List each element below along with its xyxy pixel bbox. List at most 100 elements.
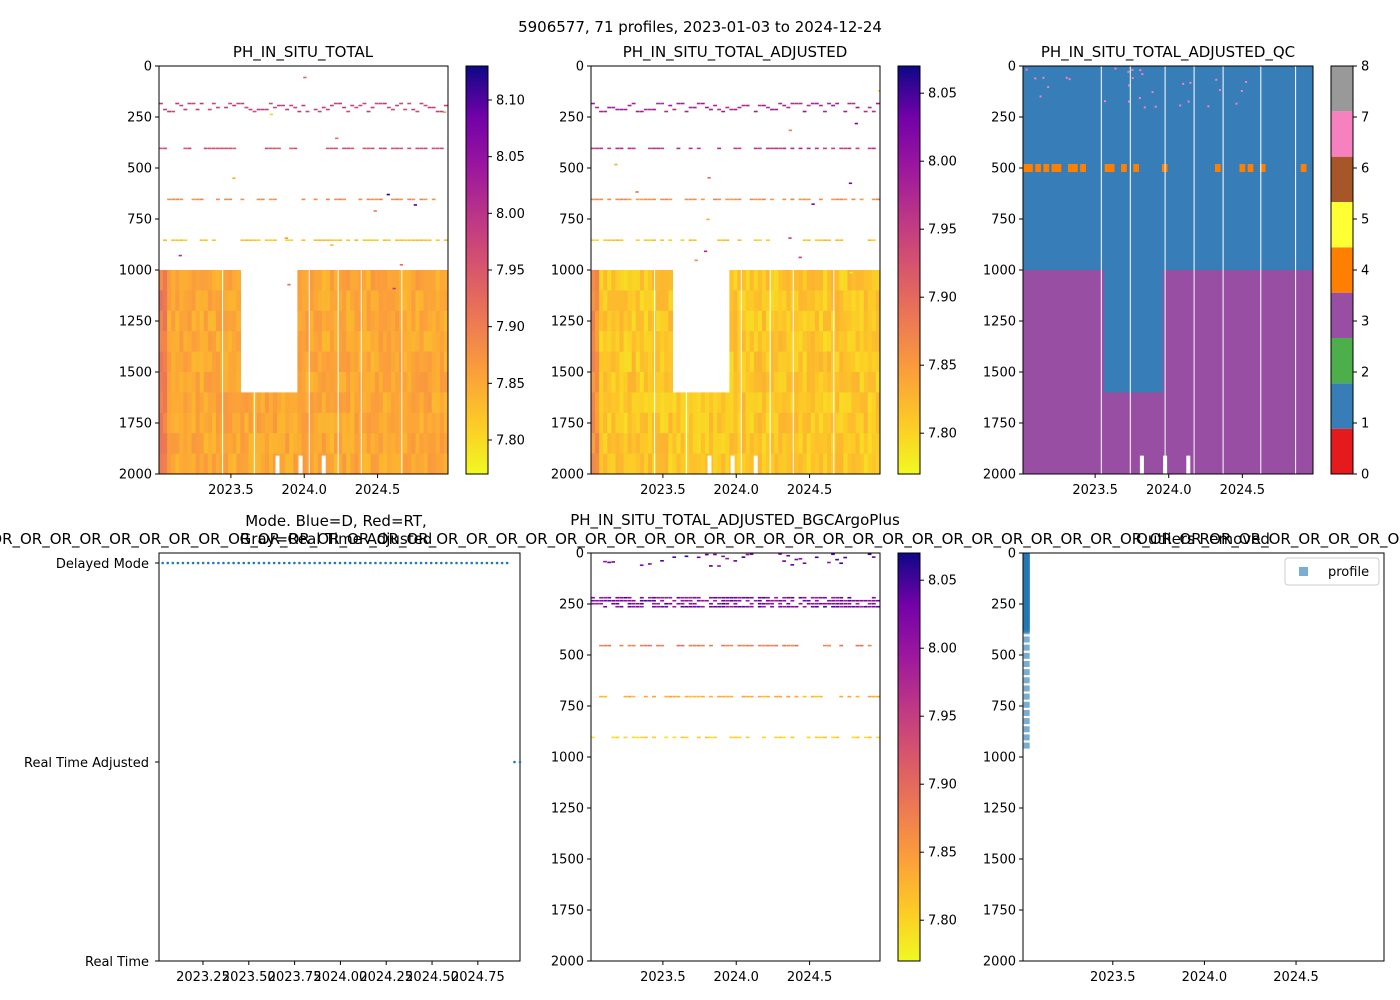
ph_total-sparse-mark: [411, 239, 416, 241]
bgc_plus-sparse-mark: [692, 605, 697, 608]
ph_adjusted-deep-cell: [688, 392, 694, 414]
ph_adjusted-sparse-mark: [627, 147, 632, 150]
ph_total-deep-cell: [224, 392, 229, 414]
ph_adjusted-deep-cell: [631, 290, 637, 312]
ph_total-deep-cell: [370, 270, 376, 291]
ph_total-deep-cell: [386, 453, 392, 474]
ph_total-deep-cell: [313, 351, 319, 373]
ph_adjusted-sparse-mark: [810, 102, 815, 105]
ph_adjusted-deep-cell: [875, 453, 880, 474]
ph_adjusted-sparse-mark: [680, 102, 685, 105]
ph_total-deep-cell: [211, 331, 217, 353]
ph_total-deep-cell: [171, 412, 176, 434]
ph_total-deep-cell: [301, 412, 307, 434]
ph_adjusted-deep-cell: [639, 310, 645, 332]
ph_adjusted-deep-cell: [782, 351, 787, 373]
ph_total-deep-cell: [167, 433, 172, 455]
ph_total-deep-cell: [411, 351, 417, 373]
ph_adjusted-sparse-mark: [814, 102, 819, 105]
ph_adjusted-deep-cell: [823, 372, 828, 393]
ph_total-deep-cell: [334, 310, 339, 332]
ph_adjusted-deep-cell: [729, 270, 735, 291]
ph_adjusted-deep-cell: [814, 433, 820, 455]
ph_total-deep-cell: [431, 331, 437, 353]
ph_adjusted-sparse-mark: [603, 239, 608, 241]
bgc_plus-ytick-label: 750: [559, 700, 584, 715]
ph_total-sparse-mark: [399, 239, 404, 241]
bgc_plus-sparse-mark: [635, 736, 640, 739]
ph_adjusted-deep-cell: [790, 412, 796, 434]
mode-xtick-label: 2023.25: [176, 970, 230, 985]
ph_adjusted-deep-cell: [835, 433, 840, 455]
bgc_plus-sparse-mark: [615, 602, 620, 605]
ph_adjusted-deep-cell: [627, 270, 633, 291]
ph_total-deep-cell: [228, 310, 233, 332]
ph_total-sparse-mark: [358, 104, 363, 107]
ph_total-deep-cell: [370, 331, 376, 353]
ph_total-deep-cell: [289, 392, 294, 414]
ph_adjusted-deep-cell: [774, 433, 779, 455]
ph_total-sparse-mark: [289, 147, 294, 150]
ph_adjusted-deep-cell: [802, 453, 808, 474]
bgc_plus-sparse-mark: [818, 695, 823, 698]
bgc_plus-sparse-mark: [672, 599, 677, 602]
ph_total-deep-cell: [427, 372, 433, 393]
ph_total-deep-cell: [419, 270, 425, 291]
ph_adjusted-sparse-mark: [778, 147, 783, 150]
ph_adjusted-sparse-mark: [818, 239, 823, 241]
ph_adjusted-deep-cell: [766, 392, 771, 414]
bgc_plus-sparse-mark: [656, 602, 660, 605]
ph_total-deep-cell: [215, 392, 221, 414]
ph_total-sparse-mark: [423, 239, 428, 241]
ph_total-deep-cell: [443, 310, 448, 332]
mode-point-delayed: [343, 561, 347, 565]
ph_adjusted-deep-cell: [810, 392, 816, 414]
ph_adjusted-deep-cell: [627, 331, 633, 353]
bgc_plus-sparse-mark: [741, 596, 746, 599]
ph_adjusted-deep-cell: [619, 453, 625, 474]
bgc_plus-sparse-mark: [831, 605, 836, 608]
ph_total-deep-cell: [305, 453, 311, 474]
ph_adjusted-sparse-mark: [647, 239, 652, 241]
bgc_plus-sparse-mark: [639, 596, 644, 599]
ph_total-deep-cell: [301, 433, 307, 455]
ph_total-deep-cell: [277, 392, 282, 414]
ph_total-sparse-mark: [391, 147, 395, 150]
ph_adjusted-deep-cell: [660, 433, 665, 455]
bgc_plus-sparse-mark: [851, 736, 856, 739]
ph_total-deep-cell: [334, 412, 339, 434]
ph_total-sparse-mark: [260, 198, 265, 201]
ph_adjusted-deep-cell: [855, 453, 861, 474]
ph_adjusted-deep-cell: [814, 351, 820, 373]
ph_total-sparse-mark: [232, 177, 236, 180]
bgc_plus-sparse-mark: [680, 644, 685, 647]
ph_total-deep-cell: [264, 433, 270, 455]
ph_adjusted-deep-cell: [810, 433, 816, 455]
ph_adjusted-deep-cell: [774, 310, 779, 332]
ph_adjusted-deep-cell: [855, 433, 861, 455]
ph_total-sparse-mark: [183, 108, 188, 111]
ph_adjusted-sparse-mark: [607, 147, 612, 150]
ph_total-deep-cell: [386, 351, 392, 373]
ph_adjusted_qc-colorbar-tick-label: 1: [1361, 417, 1369, 432]
ph_adjusted-deep-cell: [623, 331, 629, 353]
ph_adjusted-deep-cell: [692, 412, 698, 434]
ph_total-ytick-label: 2000: [119, 468, 152, 483]
ph_adjusted-deep-cell: [603, 453, 608, 474]
ph_total-sparse-mark: [187, 102, 192, 105]
ph_total-deep-cell: [285, 433, 290, 455]
ph_adjusted-deep-cell: [639, 290, 645, 312]
ph_total-deep-cell: [268, 412, 274, 434]
ph_adjusted-deep-cell: [839, 351, 844, 373]
ph_adjusted-sparse-mark: [798, 147, 803, 150]
ph_adjusted-deep-cell: [814, 412, 820, 434]
ph_total-deep-cell: [228, 331, 233, 353]
ph_adjusted_qc-qc4-mark: [1108, 164, 1115, 172]
ph_adjusted-deep-cell: [766, 412, 771, 434]
ph_adjusted-deep-cell: [851, 433, 857, 455]
ph_adjusted-deep-cell: [859, 433, 865, 455]
ph_total-sparse-mark: [427, 239, 432, 241]
ph_adjusted-deep-cell: [749, 270, 755, 291]
ph_total-deep-cell: [260, 453, 266, 474]
ph_total-deep-cell: [354, 392, 360, 414]
